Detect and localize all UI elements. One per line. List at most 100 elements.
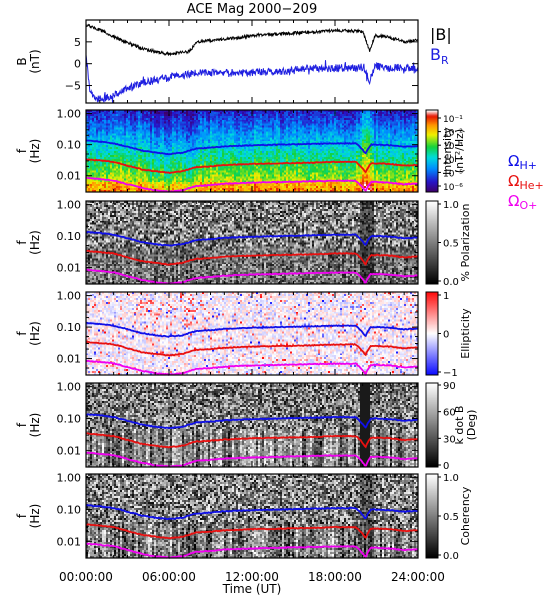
colorbar-tick-label-wave-power: 10⁻⁶ — [443, 183, 463, 193]
gyro-line-O_plus-ellipticity — [85, 359, 419, 377]
y-tick-label-k-dot-b: 0.10 — [57, 412, 82, 425]
colorbar-tick-label-k-dot-b: 60 — [443, 408, 456, 419]
x-tick-label: 00:00:00 — [59, 570, 113, 584]
y-tick-label-k-dot-b: 0.01 — [57, 444, 82, 457]
colorbar-frame-wave-power — [425, 109, 439, 193]
spectrogram-k-dot-b — [86, 383, 418, 467]
colorbar-tick-label-polarization: 0.0 — [443, 277, 459, 288]
y-axis-label-ellipticity: (Hz) — [28, 321, 42, 346]
axis-text: Time (UT) 10⁻¹ 10⁻² 10⁻³ 10⁻⁴ 10⁻⁵ 10⁻⁶ Intens… — [15, 25, 544, 596]
y-axis-label-polarization: f — [15, 240, 29, 245]
spectrogram-coherency — [86, 474, 418, 558]
colorbar-tick-label-polarization: 1.0 — [443, 200, 459, 211]
y-axis-label-coherency: f — [15, 513, 29, 518]
gyro-line-O_plus-k-dot-b — [85, 451, 419, 468]
y-tick-label-coherency: 0.10 — [57, 503, 82, 516]
x-tick-label: 06:00:00 — [142, 570, 196, 584]
y-tick-label-magnetic-field: −5 — [65, 80, 81, 93]
colorbar-tick-label-coherency: 1.0 — [443, 473, 459, 484]
y-tick-label-polarization: 0.10 — [57, 230, 82, 243]
gyro-line-He_plus-wave-power — [85, 158, 419, 175]
y-tick-label-ellipticity: 0.01 — [57, 353, 82, 366]
x-tick-label: 12:00:00 — [225, 570, 279, 584]
legend-B_total: |B| — [430, 25, 452, 44]
legend-gyro-O_plus: ΩO+ — [508, 192, 537, 212]
colorbar-wave-power — [426, 110, 438, 192]
y-axis-label-magnetic-field: (nT) — [28, 49, 42, 73]
colorbar-tick-label-ellipticity: 1 — [443, 291, 449, 302]
y-tick-label-ellipticity: 0.10 — [57, 321, 82, 334]
colorbar-tick-label-wave-power: 10⁻⁵ — [443, 169, 463, 179]
colorbar-label-coherency: Coherency — [459, 486, 472, 545]
colorbar-k-dot-b — [426, 383, 438, 467]
y-axis-label-k-dot-b: f — [15, 422, 29, 427]
gyro-line-He_plus-k-dot-b — [86, 432, 419, 449]
panel-frame-magnetic-field — [85, 19, 419, 104]
figure-title: ACE Mag 2000−209 — [187, 2, 317, 17]
colorbar-ellipticity — [426, 292, 438, 375]
colorbar-label-k-dot-b: k dot B — [453, 406, 466, 445]
panel-frames — [85, 19, 441, 559]
gyro-line-H_plus-coherency — [85, 504, 419, 521]
colorbar-frame-k-dot-b — [425, 382, 439, 468]
gyro-line-H_plus-wave-power — [85, 139, 419, 156]
colorbar-tick-label-polarization: 0.5 — [443, 239, 459, 250]
gyro-line-He_plus-ellipticity — [85, 340, 419, 357]
colorbar-tick-label-coherency: 0.5 — [443, 512, 459, 523]
gyro-line-O_plus-coherency — [86, 542, 419, 559]
y-axis-label-ellipticity: f — [15, 331, 29, 336]
colorbar-tick-label-k-dot-b: 0 — [443, 461, 449, 472]
chart-title: ACE Mag 2000−209 — [187, 2, 317, 17]
y-axis-label-magnetic-field: B — [15, 57, 29, 65]
y-tick-label-polarization: 1.00 — [57, 199, 82, 212]
colorbar-polarization — [426, 201, 438, 284]
colorbar-tick-label-coherency: 0.0 — [443, 551, 459, 562]
gyro-line-O_plus-polarization — [85, 268, 419, 285]
colorbar-label-ellipticity: Ellipticity — [459, 308, 472, 359]
colorbar-label-polarization: % Polarization — [459, 204, 472, 282]
legend-B_R: BR — [430, 45, 449, 67]
gyro-line-H_plus-polarization — [85, 230, 419, 247]
colorbar-tick-label-ellipticity: −1 — [443, 368, 458, 379]
y-tick-label-coherency: 0.01 — [57, 535, 82, 548]
gyro-line-O_plus-wave-power — [85, 176, 419, 193]
colorbar-label-wave-power: (nT²/Hz) — [453, 129, 466, 173]
colorbar-coherency — [426, 474, 438, 558]
colorbar-tick-label-wave-power: 10⁻¹ — [443, 115, 463, 125]
y-tick-label-magnetic-field: 0 — [74, 58, 81, 71]
gyro-line-He_plus-polarization — [85, 249, 419, 266]
y-tick-label-polarization: 0.01 — [57, 262, 82, 275]
y-tick-label-k-dot-b: 1.00 — [57, 381, 82, 394]
colorbar-tick-label-ellipticity: 0 — [443, 330, 449, 341]
colorbar-tick-label-k-dot-b: 90 — [443, 381, 456, 392]
colorbar-tick-label-wave-power: 10⁻⁴ — [443, 156, 463, 166]
y-tick-label-magnetic-field: 5 — [74, 36, 81, 49]
y-axis-label-polarization: (Hz) — [28, 230, 42, 255]
y-tick-label-ellipticity: 1.00 — [57, 290, 82, 303]
spectrogram-images — [86, 110, 438, 558]
legend-gyro-He_plus: ΩHe+ — [508, 172, 544, 192]
data-lines — [85, 23, 419, 559]
y-axis-label-k-dot-b: (Hz) — [28, 413, 42, 438]
x-tick-label: 24:00:00 — [391, 570, 445, 584]
spectrogram-wave-power — [86, 110, 418, 192]
y-axis-label-wave-power: f — [15, 148, 29, 153]
colorbar-tick-label-wave-power: 10⁻² — [443, 129, 463, 139]
colorbar-label-k-dot-b: (Deg) — [465, 410, 478, 441]
y-axis-label-wave-power: (Hz) — [28, 139, 42, 164]
spectrogram-polarization — [86, 201, 418, 284]
series-line-B_total — [85, 23, 419, 57]
y-tick-label-wave-power: 1.00 — [57, 108, 82, 121]
y-tick-label-coherency: 1.00 — [57, 472, 82, 485]
x-axis-label: Time (UT) — [222, 582, 282, 596]
x-tick-label: 18:00:00 — [308, 570, 362, 584]
y-axis-label-coherency: (Hz) — [28, 504, 42, 529]
legend-gyro-H_plus: ΩH+ — [508, 152, 537, 172]
y-tick-label-wave-power: 0.01 — [57, 170, 82, 183]
colorbar-tick-label-k-dot-b: 30 — [443, 434, 456, 445]
gyro-line-H_plus-k-dot-b — [86, 413, 418, 430]
colorbar-label-wave-power: Intensity — [441, 127, 454, 175]
y-tick-label-wave-power: 0.10 — [57, 139, 82, 152]
series-line-B_R — [85, 54, 419, 103]
